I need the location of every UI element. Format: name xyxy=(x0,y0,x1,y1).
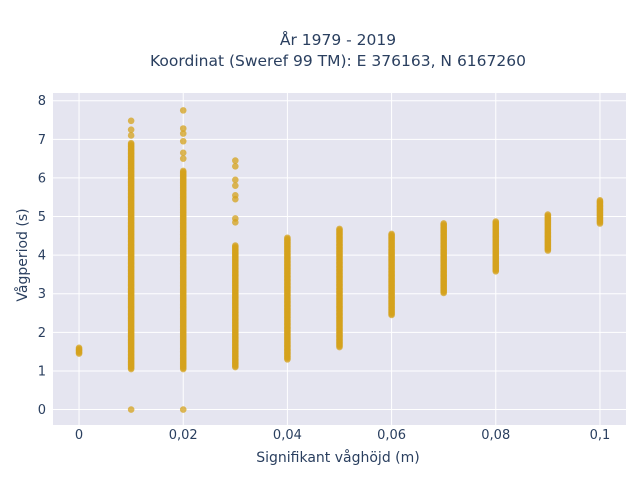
data-point-c1-iso2 xyxy=(127,126,135,133)
chart-title-line2: Koordinat (Sweref 99 TM): E 376163, N 61… xyxy=(150,52,526,70)
y-tick-label-1: 1 xyxy=(38,364,46,379)
data-point-c2-iso5 xyxy=(179,125,187,132)
x-tick-label-2: 0,04 xyxy=(273,428,302,443)
data-point-c2-171 xyxy=(179,167,187,175)
y-tick-label-6: 6 xyxy=(38,171,46,186)
y-tick-label-2: 2 xyxy=(38,326,46,341)
data-point-c2-iso3 xyxy=(179,137,187,145)
x-tick-label-3: 0,06 xyxy=(377,428,406,443)
data-point-c7-60 xyxy=(440,220,447,227)
x-tick-labels: 0 0,02 0,04 0,06 0,08 0,1 xyxy=(75,428,610,443)
data-point-c1-195 xyxy=(127,139,135,147)
y-tick-label-5: 5 xyxy=(38,210,46,225)
data-point-c2-iso6 xyxy=(179,107,187,114)
chart-title-line1: År 1979 - 2019 xyxy=(280,30,396,49)
data-point-c3-iso6 xyxy=(232,163,239,170)
x-axis-label: Signifikant våghöjd (m) xyxy=(256,449,419,466)
data-point-c2-iso2 xyxy=(179,149,187,157)
data-point-c3-iso1 xyxy=(232,215,239,222)
data-point-c5-102 xyxy=(336,225,343,233)
data-point-c1-iso3 xyxy=(127,117,135,125)
x-tick-label-4: 0,08 xyxy=(481,428,510,443)
data-point-c2-iso0 xyxy=(179,406,187,413)
x-tick-label-5: 0,1 xyxy=(590,428,611,443)
data-point-c10-20 xyxy=(596,197,604,204)
data-point-c3-105 xyxy=(232,242,239,249)
data-point-c9-31 xyxy=(544,211,552,218)
data-point-c6-70 xyxy=(388,230,395,238)
data-point-c2-iso4 xyxy=(179,130,187,137)
data-point-c1-iso1 xyxy=(127,132,135,139)
data-point-c3-iso7 xyxy=(232,157,239,164)
y-tick-labels: 0 1 2 3 4 5 6 7 8 xyxy=(38,94,46,418)
data-point-c2-iso1 xyxy=(179,155,187,162)
data-point-c3-iso4 xyxy=(232,182,239,189)
data-point-c4-105 xyxy=(284,234,291,242)
y-tick-label-0: 0 xyxy=(38,403,46,418)
y-tick-label-3: 3 xyxy=(38,287,46,302)
data-point-c1-iso0 xyxy=(127,406,135,413)
data-points xyxy=(75,107,604,413)
x-tick-label-0: 0 xyxy=(75,428,83,443)
data-point-c8-43 xyxy=(492,218,500,225)
x-tick-label-1: 0,02 xyxy=(169,428,198,443)
y-tick-label-4: 4 xyxy=(38,249,46,264)
y-axis-label: Vågperiod (s) xyxy=(14,208,31,301)
data-point-c3-iso5 xyxy=(232,176,239,184)
y-tick-label-8: 8 xyxy=(38,94,46,109)
data-point-c3-iso3 xyxy=(232,192,239,199)
y-tick-label-7: 7 xyxy=(38,133,46,148)
data-point-c0-5 xyxy=(75,344,83,352)
